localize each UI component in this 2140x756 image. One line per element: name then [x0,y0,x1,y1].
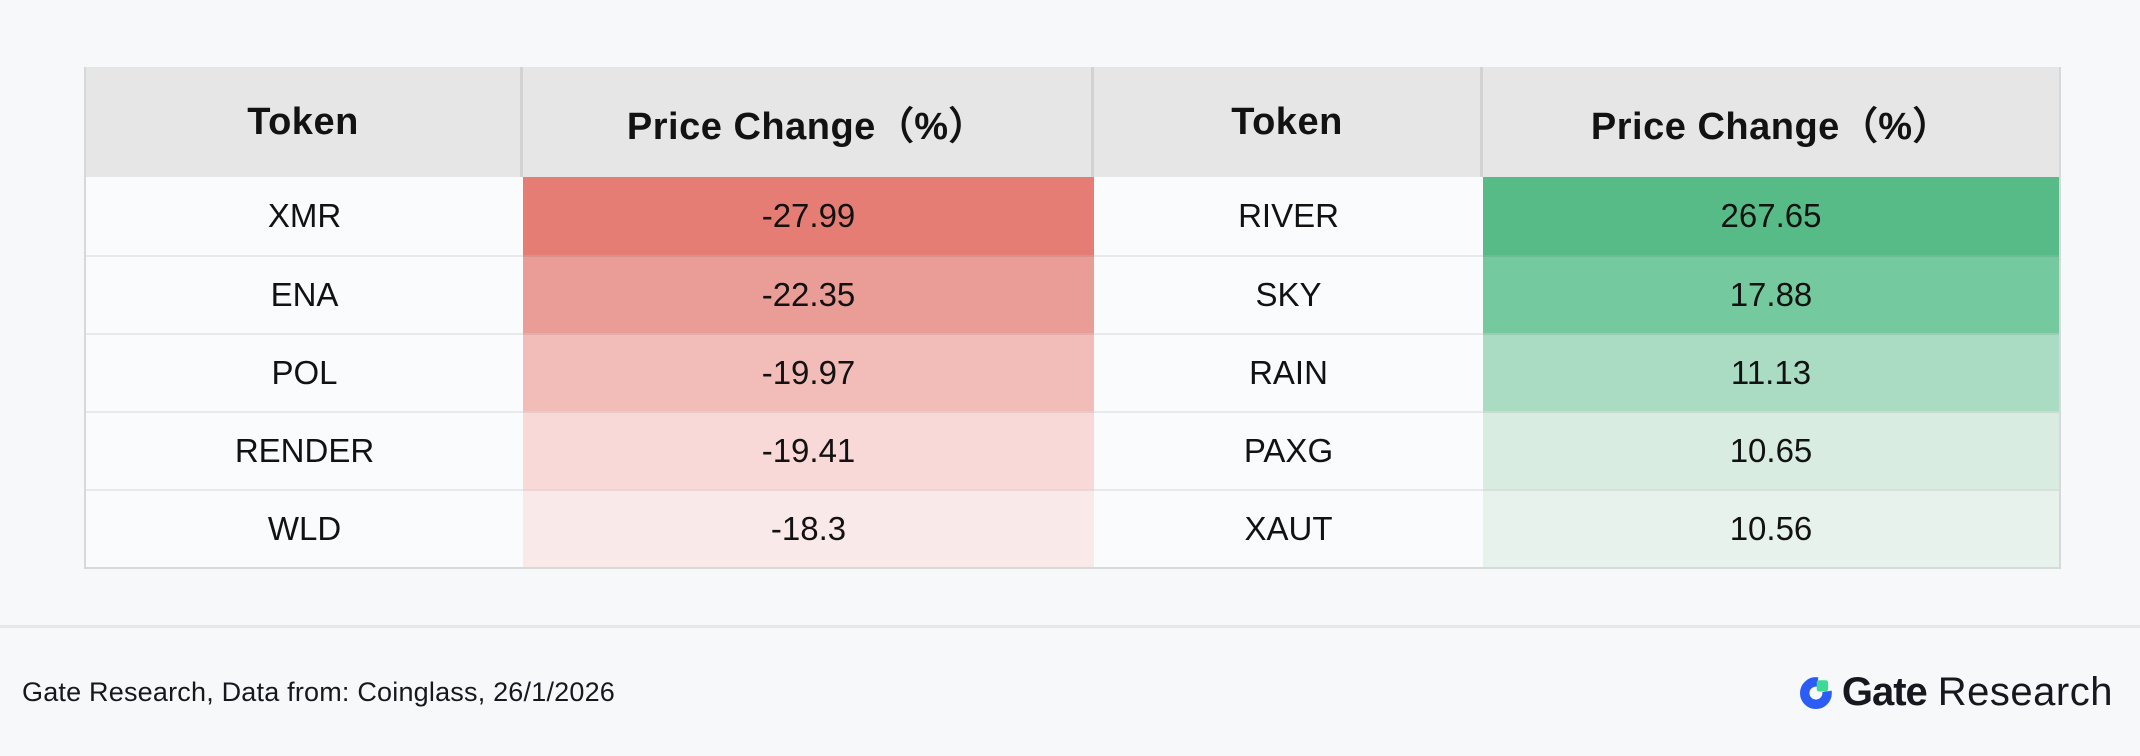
table-row: RENDER -19.41 PAXG 10.65 [86,411,2059,489]
gainer-token-cell: RAIN [1094,333,1483,411]
gainer-token-cell: XAUT [1094,489,1483,567]
table-row: POL -19.97 RAIN 11.13 [86,333,2059,411]
gate-research-wordmark: Gate Research [1842,670,2113,715]
price-change-table: Token Price Change（%） Token Price Change… [84,67,2061,569]
loser-token-cell: XMR [86,177,523,255]
loser-token-cell: POL [86,333,523,411]
gainer-token-cell: PAXG [1094,411,1483,489]
header-token-right: Token [1094,67,1483,177]
loser-change-cell: -18.3 [523,489,1094,567]
table-header-row: Token Price Change（%） Token Price Change… [86,67,2059,177]
footer: Gate Research, Data from: Coinglass, 26/… [0,628,2140,756]
gainer-token-cell: SKY [1094,255,1483,333]
table-row: WLD -18.3 XAUT 10.56 [86,489,2059,567]
loser-token-cell: ENA [86,255,523,333]
gainer-token-cell: RIVER [1094,177,1483,255]
header-price-change-right: Price Change（%） [1483,67,2059,177]
gate-research-logo: Gate Research [1799,670,2113,715]
gainer-change-cell: 10.56 [1483,489,2059,567]
gate-logo-icon [1799,676,1832,709]
table-row: ENA -22.35 SKY 17.88 [86,255,2059,333]
loser-token-cell: WLD [86,489,523,567]
gainer-change-cell: 11.13 [1483,333,2059,411]
gainer-change-cell: 267.65 [1483,177,2059,255]
footer-divider [0,625,2140,628]
loser-change-cell: -19.97 [523,333,1094,411]
loser-change-cell: -19.41 [523,411,1094,489]
table-body: XMR -27.99 RIVER 267.65 ENA -22.35 SKY 1… [86,177,2059,567]
brand-regular-text: Research [1937,669,2113,714]
loser-change-cell: -27.99 [523,177,1094,255]
header-token-left: Token [86,67,523,177]
loser-token-cell: RENDER [86,411,523,489]
data-source-text: Gate Research, Data from: Coinglass, 26/… [22,676,616,707]
gainer-change-cell: 10.65 [1483,411,2059,489]
brand-bold-text: Gate [1841,669,1928,714]
table-row: XMR -27.99 RIVER 267.65 [86,177,2059,255]
gainer-change-cell: 17.88 [1483,255,2059,333]
loser-change-cell: -22.35 [523,255,1094,333]
header-price-change-left: Price Change（%） [523,67,1094,177]
